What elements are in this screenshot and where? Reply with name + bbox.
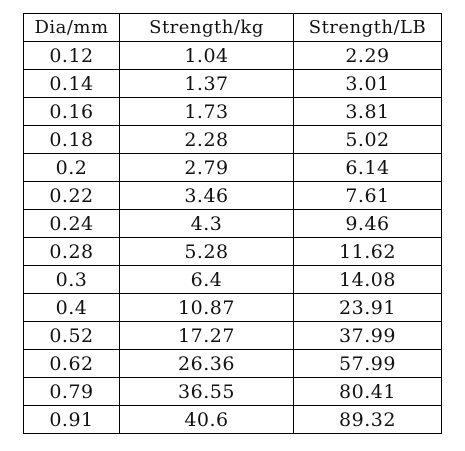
cell-strength-lb: 89.32 [293, 405, 442, 434]
table-row: 0.62 26.36 57.99 [23, 349, 442, 378]
cell-strength-kg: 10.87 [119, 293, 294, 322]
table-row: 0.16 1.73 3.81 [23, 97, 442, 126]
table-header-row: Dia/mm Strength/kg Strength/LB [23, 13, 442, 42]
table-row: 0.28 5.28 11.62 [23, 237, 442, 266]
cell-diameter: 0.24 [23, 209, 120, 238]
cell-strength-lb: 2.29 [293, 41, 442, 70]
table-row: 0.4 10.87 23.91 [23, 293, 442, 322]
cell-strength-lb: 11.62 [293, 237, 442, 266]
cell-strength-kg: 36.55 [119, 377, 294, 406]
table-row: 0.12 1.04 2.29 [23, 41, 442, 70]
table-row: 0.24 4.3 9.46 [23, 209, 442, 238]
cell-strength-kg: 2.79 [119, 153, 294, 182]
cell-diameter: 0.18 [23, 125, 120, 154]
cell-strength-lb: 23.91 [293, 293, 442, 322]
cell-strength-lb: 80.41 [293, 377, 442, 406]
cell-strength-lb: 3.01 [293, 69, 442, 98]
cell-strength-lb: 9.46 [293, 209, 442, 238]
cell-strength-lb: 37.99 [293, 321, 442, 350]
table-row: 0.52 17.27 37.99 [23, 321, 442, 350]
cell-diameter: 0.2 [23, 153, 120, 182]
cell-strength-lb: 6.14 [293, 153, 442, 182]
cell-diameter: 0.16 [23, 97, 120, 126]
cell-strength-kg: 26.36 [119, 349, 294, 378]
header-strength-lb: Strength/LB [293, 13, 442, 42]
cell-diameter: 0.91 [23, 405, 120, 434]
cell-strength-kg: 1.73 [119, 97, 294, 126]
cell-strength-kg: 5.28 [119, 237, 294, 266]
cell-strength-lb: 7.61 [293, 181, 442, 210]
cell-strength-kg: 17.27 [119, 321, 294, 350]
cell-diameter: 0.14 [23, 69, 120, 98]
table-row: 0.79 36.55 80.41 [23, 377, 442, 406]
table-row: 0.3 6.4 14.08 [23, 265, 442, 294]
cell-strength-lb: 57.99 [293, 349, 442, 378]
cell-strength-kg: 1.37 [119, 69, 294, 98]
cell-strength-kg: 1.04 [119, 41, 294, 70]
table-row: 0.2 2.79 6.14 [23, 153, 442, 182]
strength-table-container: Dia/mm Strength/kg Strength/LB 0.12 1.04… [23, 13, 442, 434]
table-row: 0.91 40.6 89.32 [23, 405, 442, 434]
table-row: 0.18 2.28 5.02 [23, 125, 442, 154]
table-row: 0.14 1.37 3.01 [23, 69, 442, 98]
cell-strength-kg: 4.3 [119, 209, 294, 238]
cell-diameter: 0.4 [23, 293, 120, 322]
cell-diameter: 0.28 [23, 237, 120, 266]
cell-strength-kg: 3.46 [119, 181, 294, 210]
cell-strength-lb: 5.02 [293, 125, 442, 154]
cell-strength-kg: 6.4 [119, 265, 294, 294]
cell-diameter: 0.22 [23, 181, 120, 210]
strength-table: Dia/mm Strength/kg Strength/LB 0.12 1.04… [23, 13, 442, 434]
cell-diameter: 0.62 [23, 349, 120, 378]
cell-strength-lb: 3.81 [293, 97, 442, 126]
cell-diameter: 0.52 [23, 321, 120, 350]
table-row: 0.22 3.46 7.61 [23, 181, 442, 210]
cell-diameter: 0.79 [23, 377, 120, 406]
cell-strength-kg: 40.6 [119, 405, 294, 434]
header-strength-kg: Strength/kg [119, 13, 294, 42]
cell-diameter: 0.12 [23, 41, 120, 70]
cell-strength-kg: 2.28 [119, 125, 294, 154]
cell-diameter: 0.3 [23, 265, 120, 294]
cell-strength-lb: 14.08 [293, 265, 442, 294]
header-diameter: Dia/mm [23, 13, 120, 42]
